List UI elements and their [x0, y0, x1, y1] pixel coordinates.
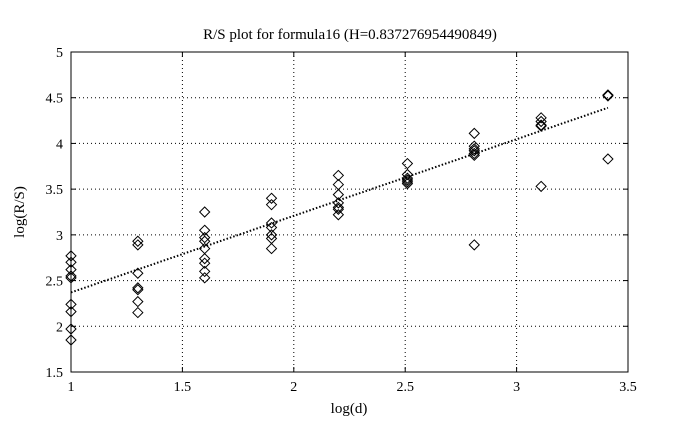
data-point [132, 295, 144, 308]
data-point [198, 224, 211, 236]
x-tick-label: 1.5 [174, 380, 192, 395]
fit-line [70, 106, 609, 294]
data-point [602, 89, 614, 101]
data-point [265, 229, 278, 241]
data-point [198, 231, 211, 244]
x-tick-label: 3.5 [619, 380, 637, 395]
data-point [535, 180, 547, 193]
y-tick-label: 2 [56, 320, 63, 335]
data-point [65, 270, 77, 282]
data-point [401, 176, 414, 188]
data-point [65, 298, 77, 311]
data-point [265, 221, 278, 234]
data-point [132, 284, 144, 296]
data-point [401, 157, 414, 170]
data-point [332, 169, 345, 182]
data-point [65, 256, 77, 268]
data-point [468, 140, 480, 152]
data-point [332, 209, 345, 221]
point-layer [65, 89, 614, 346]
data-point [468, 143, 480, 155]
data-point [401, 174, 414, 186]
data-point [602, 90, 614, 102]
data-point [65, 334, 77, 346]
data-point [198, 235, 211, 247]
data-point [65, 323, 77, 335]
data-point [132, 235, 144, 247]
x-tick-label: 2 [290, 380, 297, 395]
data-point [468, 147, 480, 160]
data-point [535, 119, 547, 131]
data-point [468, 239, 480, 251]
y-tick-label: 5 [56, 46, 63, 61]
x-tick-label: 2.5 [396, 380, 414, 395]
y-tick-label: 4.5 [46, 92, 64, 107]
data-point [132, 239, 144, 251]
data-point [198, 257, 211, 269]
y-tick-label: 2.5 [46, 275, 64, 290]
data-point [332, 203, 345, 215]
data-point [332, 201, 345, 214]
x-tick-label: 1 [68, 380, 75, 395]
data-point [265, 192, 278, 204]
data-point [468, 149, 480, 162]
data-point [198, 206, 211, 218]
tick-layer: 1 1.5 2 2.5 3 3.5 1.5 2 2.5 3 3.5 4 4.5 5 [46, 46, 637, 395]
x-tick-label: 3 [513, 380, 520, 395]
data-point [535, 112, 547, 124]
grid-layer [71, 52, 628, 372]
data-point [65, 263, 77, 276]
data-point [401, 172, 414, 184]
x-axis-label: log(d) [331, 401, 368, 417]
y-tick-label: 4 [56, 137, 63, 152]
y-tick-label: 3.5 [46, 183, 64, 198]
chart-title: R/S plot for formula16 (H=0.837276954490… [203, 27, 497, 43]
data-point [401, 168, 414, 181]
plot-frame [70, 51, 629, 373]
data-point [65, 250, 77, 262]
y-tick-label: 3 [56, 229, 63, 244]
data-point [65, 272, 77, 284]
data-point [198, 265, 211, 278]
data-point [132, 267, 144, 279]
data-point [535, 115, 547, 128]
data-point [535, 120, 547, 132]
data-point [198, 272, 211, 284]
data-point [198, 252, 211, 265]
data-point [265, 198, 278, 211]
data-point [332, 197, 345, 209]
data-point [468, 145, 480, 157]
data-point [132, 306, 144, 319]
y-tick-label: 1.5 [46, 366, 64, 381]
data-point [132, 282, 144, 294]
data-point [265, 242, 278, 255]
data-point [468, 127, 480, 140]
fit-layer [70, 106, 609, 294]
data-point [332, 188, 345, 201]
data-point [602, 153, 614, 165]
data-point [265, 217, 278, 229]
data-point [65, 305, 77, 318]
y-axis-label: log(R/S) [12, 186, 28, 238]
data-point [401, 177, 414, 190]
